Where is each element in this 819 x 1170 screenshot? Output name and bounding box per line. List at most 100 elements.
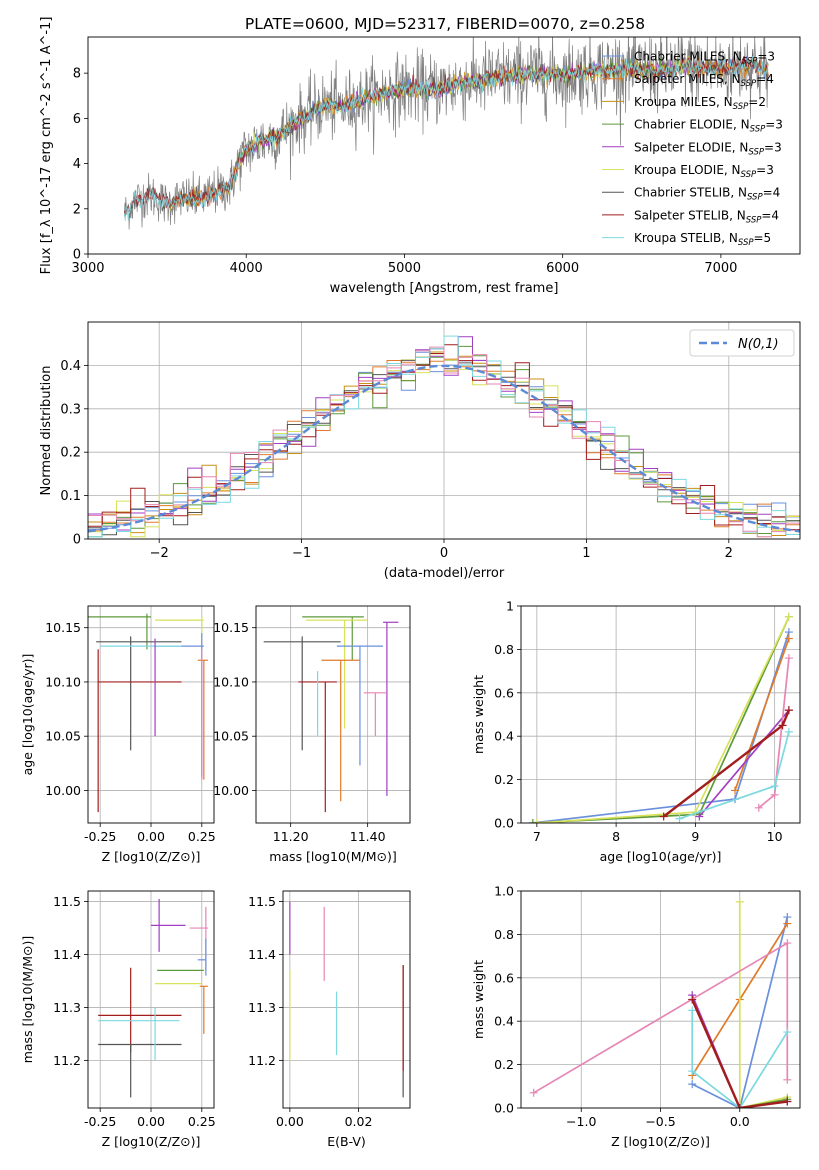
x-axis-label: Z [log10(Z/Z⊙)] [611,1134,710,1149]
y-axis-label: age [log10(age/yr)] [20,654,35,776]
x-axis-label: (data-model)/error [384,566,505,581]
series-line [734,638,790,791]
x-tick-label: 7 [533,829,541,844]
legend-entry: Salpeter ELODIE, NSSP=3 [634,140,782,157]
error-cross [97,649,182,813]
panel-mass_vs_Z: -0.25 0.00 0.25 11.2 11.3 11.4 11.5 Z [log10(Z/… [20,890,216,1149]
panel-residuals: −2 −1 0 1 2 0 0.1 0.2 0.3 0.4 (data-model)/error No… [39,321,801,581]
x-axis-label: age [log10(age/yr)] [600,849,722,864]
data-point-marker [735,1104,744,1108]
y-tick-label: 0 [73,248,81,263]
axes-frame [87,36,801,255]
legend-entry: Chabrier ELODIE, NSSP=3 [634,118,783,135]
y-tick-label: 0.2 [60,446,81,461]
y-tick-label: 11.5 [248,894,276,909]
y-tick-label: 0.3 [60,402,81,417]
error-cross [321,659,360,802]
error-cross [302,616,364,661]
y-tick-label: 0.1 [60,489,81,504]
plot-area-age_vs_mass [263,616,399,813]
error-cross [263,636,341,751]
error-cross [306,619,368,729]
x-tick-label: 11.20 [273,829,309,844]
data-point-marker [675,814,684,823]
data-point-marker [783,1028,792,1037]
series-line [536,616,790,823]
x-tick-label: 5000 [388,261,421,276]
y-tick-label: 10.10 [45,674,81,689]
x-tick-label: 0.25 [188,1114,216,1129]
data-point-marker [778,721,787,730]
y-axis-label: mass [log10(M/M⊙)] [20,936,35,1064]
x-tick-label: −0.5 [645,1114,675,1129]
panel-age_vs_Z: -0.25 0.00 0.25 10.00 10.05 10.10 10.15 Z [log1… [20,605,216,864]
y-tick-label: 10.10 [213,674,249,689]
plot-area-age_vs_Z [88,613,208,813]
series-line [691,916,789,1108]
y-tick-label: 0.4 [494,1014,514,1029]
x-axis-label: mass [log10(M/M⊙)] [269,849,397,864]
plot-area-weight_vs_age [528,612,793,823]
error-cross [189,906,208,971]
legend-entry: Kroupa MILES, NSSP=2 [634,95,766,112]
panel-weight_vs_Z: −1.0 −0.5 0.0 0.0 0.2 0.4 0.6 0.8 1.0 Z [log10(Z/… [471,884,801,1149]
y-tick-label: 0.0 [494,816,514,831]
y-tick-label: 0.8 [494,642,514,657]
data-point-marker [695,812,704,821]
error-cross [96,636,182,751]
axes-frame [520,890,801,1109]
data-point-marker [783,1075,792,1084]
error-cross [197,659,208,780]
error-cross [155,633,204,777]
x-axis-label: Z [log10(Z/Z⊙)] [102,1134,201,1149]
y-tick-label: 11.2 [53,1053,81,1068]
histogram-step-line [88,335,800,538]
y-tick-label: 6 [73,112,81,127]
model-kroupa-stelib-line [124,56,769,221]
panel-mass_vs_ebv: 0.00 0.02 11.2 11.3 11.4 11.5 E(B-V) [248,890,411,1149]
y-tick-label: 4 [73,157,81,172]
error-cross [197,938,207,976]
data-point-marker [783,919,792,928]
figure-title: PLATE=0600, MJD=52317, FIBERID=0070, z=0… [245,15,645,33]
series-line [698,709,790,818]
error-cross [336,645,384,766]
histogram-step-line [88,346,800,538]
data-point-marker [529,1088,538,1097]
data-point-marker [770,790,779,799]
data-point-marker [688,995,697,1004]
x-tick-label: 0.0 [730,1114,750,1129]
axes-frame [255,605,411,824]
y-tick-label: 11.2 [248,1053,276,1068]
data-point-marker [783,1097,792,1106]
series-line [691,1010,789,1108]
legend: N(0,1) [689,329,795,357]
x-tick-label: -0.25 [84,1114,116,1129]
y-tick-label: 0.0 [494,1101,514,1116]
grid-age_vs_Z [88,606,214,823]
y-tick-label: 0.4 [60,359,81,374]
series-line [532,616,790,823]
data-point-marker [754,803,763,812]
x-tick-label: 11.40 [350,829,386,844]
x-tick-label: 9 [691,829,699,844]
data-point-marker [784,654,793,663]
error-cross [98,967,182,1053]
y-tick-label: 8 [73,67,81,82]
legend-entry: Chabrier MILES, NSSP=3 [634,50,775,67]
y-tick-label: 0.8 [494,927,514,942]
y-tick-label: 10.15 [45,620,81,635]
x-tick-label: 6000 [546,261,579,276]
error-cross [363,692,387,737]
y-tick-label: 0 [73,533,81,548]
axes-frame [87,321,801,540]
y-tick-label: 11.3 [53,1000,81,1015]
data-point-marker [770,782,779,791]
plot-area-weight_vs_Z [529,897,792,1108]
x-tick-label: 1 [582,546,590,561]
data-point-marker [731,786,740,795]
error-cross [98,1043,182,1098]
x-tick-label: 0 [440,546,448,561]
plot-area-mass_vs_ebv [289,901,404,1098]
x-tick-label: −1 [292,546,311,561]
